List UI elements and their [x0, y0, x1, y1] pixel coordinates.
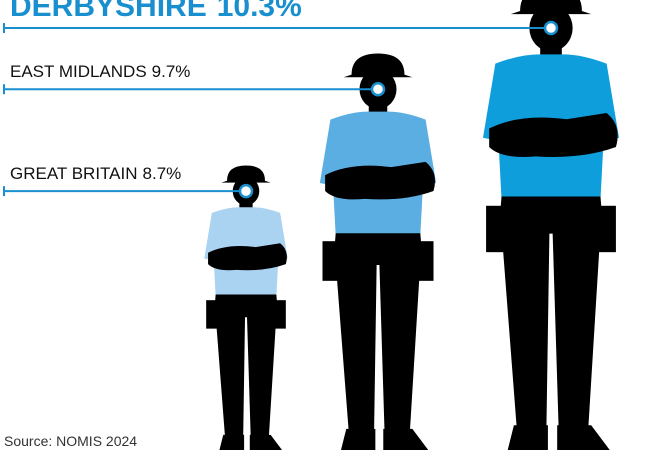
belt [498, 196, 604, 234]
category-name: GREAT BRITAIN [10, 164, 138, 183]
legs [215, 315, 277, 439]
category-label: DERBYSHIRE 10.3% [10, 0, 302, 23]
value-label: 9.7% [152, 62, 191, 81]
helmet [221, 165, 271, 183]
legs [335, 262, 421, 435]
leader-dot [543, 20, 559, 36]
pouch [206, 300, 220, 329]
worker-figure [482, 0, 620, 450]
category-label: EAST MIDLANDS 9.7% [10, 62, 190, 81]
leader-dot [370, 81, 386, 97]
category-name: EAST MIDLANDS [10, 62, 147, 81]
legs [501, 230, 601, 432]
pouch [322, 241, 341, 281]
belt [333, 233, 423, 265]
worker-figure [204, 165, 288, 451]
boots [219, 434, 283, 451]
leader-dot [238, 183, 254, 199]
arms [489, 113, 618, 157]
neck [239, 201, 253, 212]
arms [208, 243, 287, 271]
value-label: 10.3% [217, 0, 302, 23]
belt [213, 294, 279, 318]
source: Source: NOMIS 2024 [4, 433, 137, 449]
category-label: GREAT BRITAIN 8.7% [10, 164, 181, 183]
helmet [343, 53, 413, 78]
boots [507, 425, 610, 450]
worker-figure [319, 53, 437, 450]
arms [325, 161, 436, 200]
boots [340, 428, 429, 450]
category-name: DERBYSHIRE [10, 0, 207, 23]
value-label: 8.7% [143, 164, 182, 183]
